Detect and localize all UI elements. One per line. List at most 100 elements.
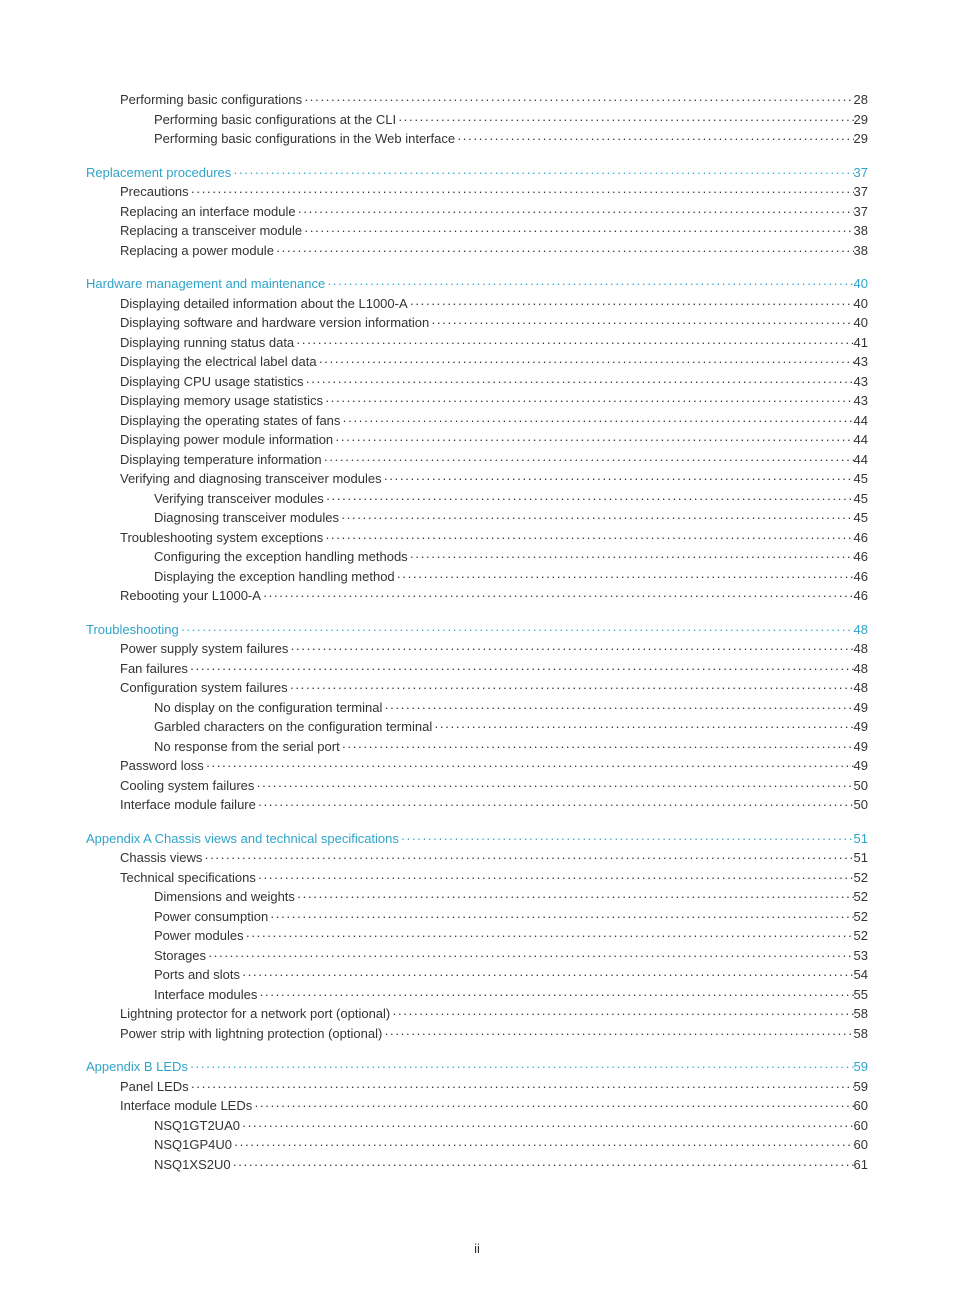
toc-leader-dots: ········································… [382,1024,853,1044]
toc-entry[interactable]: Power strip with lightning protection (o… [86,1024,868,1044]
toc-entry[interactable]: Power consumption ······················… [86,907,868,927]
toc-entry-page: 50 [854,795,868,815]
toc-leader-dots: ········································… [204,756,854,776]
toc-entry[interactable]: No response from the serial port ·······… [86,737,868,757]
toc-heading-entry[interactable]: Hardware management and maintenance ····… [86,274,868,294]
toc-heading-entry[interactable]: Appendix B LEDs ························… [86,1057,868,1077]
toc-leader-dots: ········································… [302,221,853,241]
toc-leader-dots: ········································… [325,274,853,294]
toc-entry[interactable]: Fan failures ···························… [86,659,868,679]
toc-entry[interactable]: Chassis views ··························… [86,848,868,868]
toc-entry-label: Ports and slots [154,965,240,985]
toc-entry[interactable]: Performing basic configurations ········… [86,90,868,110]
toc-entry[interactable]: Displaying detailed information about th… [86,294,868,314]
toc-entry[interactable]: Verifying transceiver modules ··········… [86,489,868,509]
toc-entry-label: Verifying and diagnosing transceiver mod… [120,469,382,489]
toc-entry[interactable]: Displaying memory usage statistics ·····… [86,391,868,411]
toc-entry[interactable]: NSQ1GT2UA0 ·····························… [86,1116,868,1136]
toc-entry[interactable]: Displaying the operating states of fans … [86,411,868,431]
toc-entry-page: 43 [854,352,868,372]
toc-entry[interactable]: Displaying CPU usage statistics ········… [86,372,868,392]
toc-entry-page: 59 [854,1077,868,1097]
toc-leader-dots: ········································… [317,352,854,372]
toc-entry[interactable]: Password loss ··························… [86,756,868,776]
toc-entry-page: 29 [854,110,868,130]
toc-entry-page: 40 [854,274,868,294]
toc-entry[interactable]: Interface modules ······················… [86,985,868,1005]
toc-entry[interactable]: Performing basic configurations at the C… [86,110,868,130]
toc-leader-dots: ········································… [396,110,853,130]
toc-entry-label: Appendix B LEDs [86,1057,188,1077]
toc-entry-label: Displaying software and hardware version… [120,313,429,333]
toc-entry[interactable]: Configuring the exception handling metho… [86,547,868,567]
toc-entry-page: 44 [854,430,868,450]
toc-entry[interactable]: Verifying and diagnosing transceiver mod… [86,469,868,489]
toc-entry-page: 43 [854,391,868,411]
toc-section: Appendix A Chassis views and technical s… [86,829,868,1044]
toc-entry[interactable]: Lightning protector for a network port (… [86,1004,868,1024]
toc-entry[interactable]: Displaying power module information ····… [86,430,868,450]
toc-entry-page: 46 [854,586,868,606]
toc-entry[interactable]: Rebooting your L1000-A ·················… [86,586,868,606]
toc-entry-label: NSQ1GP4U0 [154,1135,232,1155]
toc-entry-label: Interface modules [154,985,257,1005]
toc-entry-page: 37 [854,182,868,202]
toc-leader-dots: ········································… [432,717,853,737]
toc-entry[interactable]: Interface module failure ···············… [86,795,868,815]
toc-entry-label: Troubleshooting system exceptions [120,528,323,548]
toc-leader-dots: ········································… [240,1116,854,1136]
toc-entry-label: Power supply system failures [120,639,288,659]
toc-entry-page: 60 [854,1116,868,1136]
toc-entry[interactable]: Ports and slots ························… [86,965,868,985]
toc-entry-page: 54 [854,965,868,985]
toc-entry-page: 48 [854,659,868,679]
toc-entry[interactable]: Interface module LEDs ··················… [86,1096,868,1116]
toc-entry-page: 48 [854,639,868,659]
toc-leader-dots: ········································… [339,508,854,528]
toc-entry[interactable]: NSQ1XS2U0 ······························… [86,1155,868,1175]
toc-section: Troubleshooting ························… [86,620,868,815]
toc-entry[interactable]: Replacing a power module ···············… [86,241,868,261]
toc-entry[interactable]: Precautions ····························… [86,182,868,202]
toc-leader-dots: ········································… [274,241,854,261]
toc-entry-page: 29 [854,129,868,149]
toc-entry[interactable]: Technical specifications ···············… [86,868,868,888]
toc-entry-label: Power strip with lightning protection (o… [120,1024,382,1044]
toc-entry-page: 38 [854,221,868,241]
toc-entry[interactable]: Replacing a transceiver module ·········… [86,221,868,241]
toc-entry[interactable]: Displaying the electrical label data ···… [86,352,868,372]
toc-entry-page: 28 [854,90,868,110]
toc-entry[interactable]: Displaying software and hardware version… [86,313,868,333]
toc-leader-dots: ········································… [268,907,853,927]
toc-entry[interactable]: Garbled characters on the configuration … [86,717,868,737]
toc-entry[interactable]: Diagnosing transceiver modules ·········… [86,508,868,528]
toc-leader-dots: ········································… [188,1057,854,1077]
toc-heading-entry[interactable]: Troubleshooting ························… [86,620,868,640]
toc-leader-dots: ········································… [252,1096,853,1116]
toc-entry-label: Replacing a power module [120,241,274,261]
toc-entry-page: 38 [854,241,868,261]
toc-entry-label: Interface module LEDs [120,1096,252,1116]
toc-entry[interactable]: Displaying the exception handling method… [86,567,868,587]
toc-entry[interactable]: Replacing an interface module ··········… [86,202,868,222]
toc-leader-dots: ········································… [240,965,854,985]
toc-entry[interactable]: Power modules ··························… [86,926,868,946]
toc-entry[interactable]: Panel LEDs ·····························… [86,1077,868,1097]
toc-entry[interactable]: Troubleshooting system exceptions ······… [86,528,868,548]
toc-entry[interactable]: Cooling system failures ················… [86,776,868,796]
toc-entry[interactable]: Performing basic configurations in the W… [86,129,868,149]
toc-entry[interactable]: Displaying temperature information ·····… [86,450,868,470]
toc-entry[interactable]: Power supply system failures ···········… [86,639,868,659]
toc-leader-dots: ········································… [261,586,854,606]
toc-heading-entry[interactable]: Appendix A Chassis views and technical s… [86,829,868,849]
toc-entry-page: 61 [854,1155,868,1175]
toc-entry[interactable]: NSQ1GP4U0 ······························… [86,1135,868,1155]
toc-entry[interactable]: Dimensions and weights ·················… [86,887,868,907]
toc-heading-entry[interactable]: Replacement procedures ·················… [86,163,868,183]
toc-entry-page: 44 [854,411,868,431]
toc-leader-dots: ········································… [206,946,853,966]
toc-entry[interactable]: No display on the configuration terminal… [86,698,868,718]
toc-entry[interactable]: Storages ·······························… [86,946,868,966]
toc-entry[interactable]: Configuration system failures ··········… [86,678,868,698]
toc-entry[interactable]: Displaying running status data ·········… [86,333,868,353]
